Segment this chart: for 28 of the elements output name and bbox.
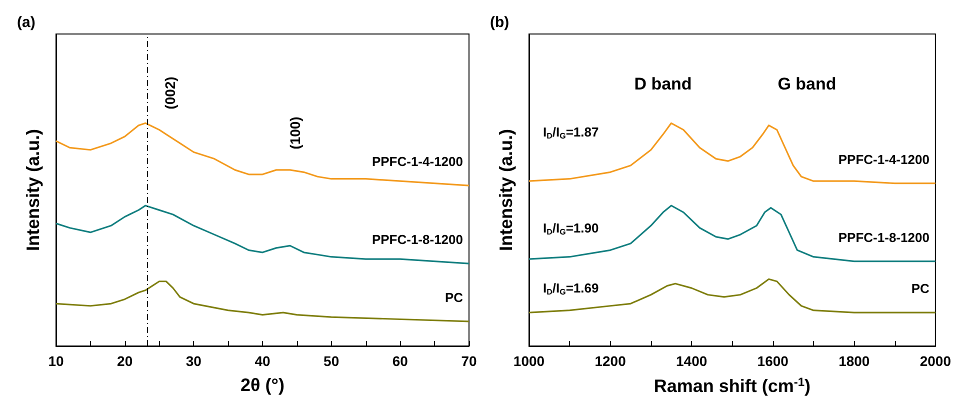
text: G band: [778, 74, 836, 94]
x-tick-label: 10: [48, 353, 64, 369]
text: D band: [634, 74, 692, 94]
x-tick-label: 1400: [676, 353, 708, 369]
series-label: PPFC-1-4-1200: [372, 154, 463, 170]
annotation: (100): [287, 116, 303, 150]
series-label: PPFC-1-8-1200: [838, 230, 930, 245]
x-tick-label: 2000: [920, 353, 952, 369]
x-tick-label: 40: [254, 353, 270, 369]
x-axis-title: 2θ (°): [240, 375, 284, 395]
x-tick-label: 60: [392, 353, 408, 369]
x-tick-label: 1600: [757, 353, 789, 369]
x-tick-label: 1000: [513, 353, 545, 369]
x-tick-label: 1200: [594, 353, 626, 369]
chart-title: (b): [490, 14, 510, 31]
x-tick-label: 20: [117, 353, 133, 369]
x-tick-label: 70: [461, 353, 477, 369]
x-tick-label: 1800: [838, 353, 870, 369]
chart-title: (a): [17, 14, 36, 31]
y-axis-title: Intensity (a.u.): [23, 128, 43, 252]
text: (002): [162, 76, 178, 110]
x-tick-label: 50: [324, 353, 340, 369]
series-label: PPFC-1-8-1200: [372, 232, 463, 248]
y-axis-title: Intensity (a.u.): [496, 128, 516, 252]
x-tick-label: 30: [186, 353, 202, 369]
series-label: PC: [911, 281, 930, 296]
series-label: PC: [444, 290, 464, 305]
series-label: PPFC-1-4-1200: [838, 152, 930, 167]
